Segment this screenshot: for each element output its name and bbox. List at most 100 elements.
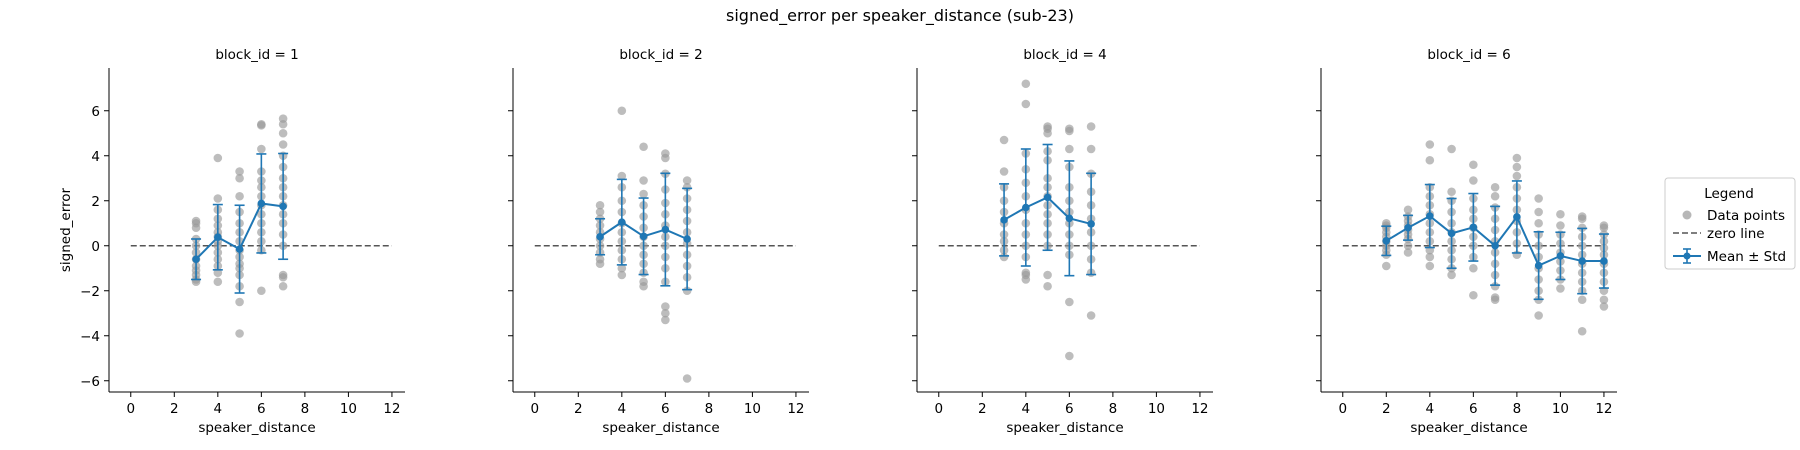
x-tick-label: 10 bbox=[1552, 401, 1569, 417]
x-tick-label: 0 bbox=[530, 401, 539, 417]
panel-2: block_id = 2 0 2 4 6 8 10 12 speaker_distance bbox=[508, 47, 809, 436]
x-tick-label: 2 bbox=[978, 401, 987, 417]
x-tick-label: 2 bbox=[574, 401, 583, 417]
x-tick-label: 10 bbox=[340, 401, 357, 417]
data-point bbox=[1490, 182, 1500, 192]
data-point bbox=[1086, 311, 1096, 320]
mean-point bbox=[1426, 212, 1434, 220]
data-point bbox=[278, 128, 288, 138]
legend-entry-mean-std: Mean ± Std bbox=[1707, 249, 1786, 265]
data-point bbox=[1556, 221, 1565, 230]
data-point bbox=[257, 121, 266, 130]
legend: Legend Data points zero line Mean ± Std bbox=[1664, 177, 1796, 270]
data-point bbox=[1425, 140, 1435, 149]
data-point bbox=[639, 176, 648, 185]
data-point bbox=[278, 281, 288, 291]
panel-4: block_id = 6 0 2 4 6 8 10 12 speaker_distance bbox=[1316, 47, 1617, 436]
data-point bbox=[213, 153, 223, 163]
panel-title: block_id = 6 bbox=[1427, 47, 1510, 63]
mean-point bbox=[257, 199, 266, 208]
mean-point bbox=[214, 233, 222, 241]
mean-point bbox=[1534, 261, 1543, 270]
data-point bbox=[1534, 218, 1543, 228]
data-point bbox=[1599, 302, 1609, 311]
data-point bbox=[1381, 261, 1391, 271]
data-point bbox=[1065, 351, 1074, 361]
data-point bbox=[1447, 187, 1456, 197]
data-point bbox=[1403, 248, 1413, 257]
data-point bbox=[1577, 214, 1587, 224]
data-point bbox=[1065, 144, 1074, 154]
x-tick-label: 4 bbox=[618, 401, 627, 417]
data-point bbox=[278, 119, 288, 129]
mean-point bbox=[1556, 252, 1565, 260]
x-tick-label: 6 bbox=[257, 401, 266, 417]
x-tick-label: 12 bbox=[1595, 401, 1612, 417]
data-point bbox=[191, 223, 201, 233]
mean-point bbox=[235, 245, 244, 253]
data-point bbox=[1065, 297, 1074, 307]
x-tick-label: 4 bbox=[1022, 401, 1031, 417]
y-tick-label: 4 bbox=[91, 149, 100, 165]
legend-frame bbox=[1664, 177, 1796, 270]
mean-point bbox=[192, 255, 200, 264]
x-tick-label: 0 bbox=[1338, 401, 1347, 417]
data-point bbox=[595, 259, 605, 269]
data-point bbox=[1043, 270, 1052, 280]
data-point bbox=[682, 286, 692, 296]
data-point bbox=[257, 144, 266, 154]
data-point bbox=[661, 153, 670, 163]
y-axis-label: signed_error bbox=[58, 187, 74, 272]
mean-point bbox=[596, 232, 604, 241]
panel-title: block_id = 1 bbox=[215, 47, 298, 63]
mean-point bbox=[1404, 223, 1412, 232]
data-point bbox=[1512, 153, 1522, 163]
data-point bbox=[278, 140, 288, 149]
mean-point bbox=[683, 235, 691, 243]
data-point bbox=[1512, 162, 1522, 172]
x-axis-label: speaker_distance bbox=[602, 420, 719, 436]
data-point bbox=[1447, 144, 1456, 154]
mean-point bbox=[661, 225, 670, 234]
mean-point bbox=[639, 232, 648, 241]
y-tick-label: 2 bbox=[91, 194, 100, 210]
data-point bbox=[235, 173, 244, 183]
data-point bbox=[1403, 241, 1413, 251]
data-point bbox=[639, 281, 648, 291]
data-point bbox=[682, 374, 692, 383]
data-point bbox=[257, 286, 266, 296]
data-point bbox=[1534, 194, 1543, 203]
x-tick-label: 6 bbox=[1065, 401, 1074, 417]
mean-point bbox=[1000, 216, 1008, 224]
data-point bbox=[999, 252, 1009, 262]
data-point bbox=[639, 142, 648, 152]
data-point bbox=[1425, 261, 1435, 271]
y-tick-label: −4 bbox=[80, 329, 100, 345]
mean-point bbox=[1043, 193, 1052, 202]
mean-point bbox=[1065, 214, 1074, 223]
data-point bbox=[1599, 223, 1609, 233]
x-tick-label: 8 bbox=[1109, 401, 1118, 417]
data-point bbox=[1447, 270, 1456, 280]
data-point bbox=[1469, 176, 1478, 185]
data-point bbox=[661, 302, 670, 311]
panel-title: block_id = 2 bbox=[619, 47, 702, 63]
x-tick-label: 2 bbox=[170, 401, 179, 417]
y-tick-label: −2 bbox=[80, 284, 100, 300]
legend-title: Legend bbox=[1704, 186, 1754, 202]
data-point bbox=[1534, 207, 1543, 217]
panel-1: block_id = 1 0 2 4 6 8 10 12 speaker_distance −6 −… bbox=[58, 47, 405, 436]
x-tick-label: 10 bbox=[1148, 401, 1165, 417]
data-point bbox=[235, 329, 244, 338]
mean-point bbox=[618, 218, 626, 226]
data-point bbox=[1556, 284, 1565, 293]
data-point bbox=[682, 176, 692, 185]
x-tick-label: 6 bbox=[1469, 401, 1478, 417]
data-point bbox=[1043, 128, 1052, 138]
legend-entry-zero-line: zero line bbox=[1707, 226, 1765, 242]
data-point bbox=[1599, 295, 1609, 305]
data-point bbox=[1086, 144, 1096, 154]
data-point bbox=[1065, 126, 1074, 136]
data-point bbox=[999, 167, 1009, 176]
